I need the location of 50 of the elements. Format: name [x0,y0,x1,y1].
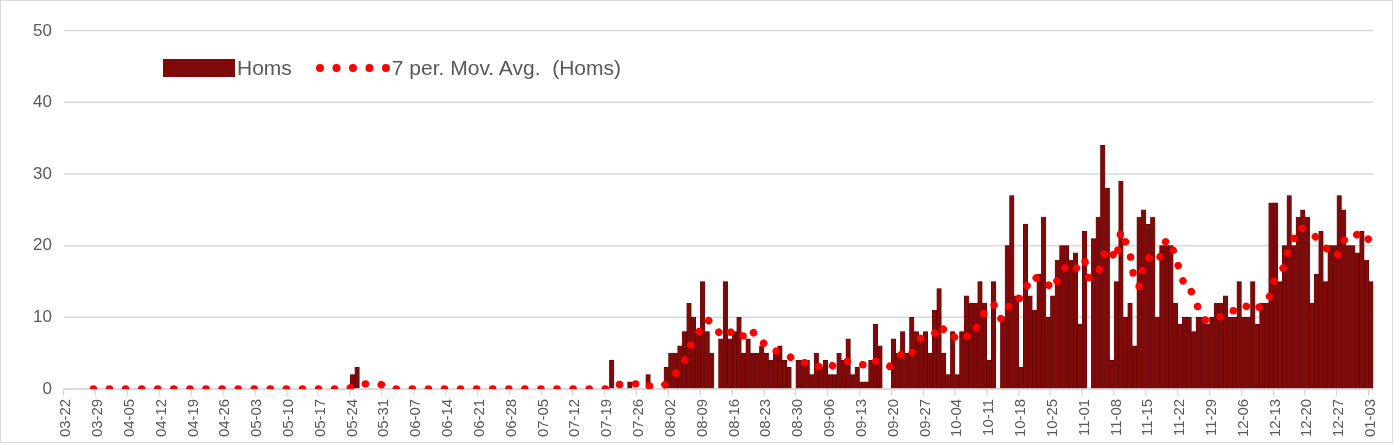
x-tick-label: 10-25 [1042,398,1060,437]
x-tick-label: 11-01 [1074,398,1092,436]
x-tick-label: 12-13 [1265,398,1283,437]
x-tick-label: 03-29 [88,398,106,437]
y-tick-label: 30 [32,163,52,183]
x-tick-label: 08-23 [756,398,774,437]
x-tick-label: 06-14 [438,398,456,437]
x-tick-label: 03-22 [56,398,74,437]
y-tick-label: 50 [32,20,52,40]
x-tick-label: 04-26 [215,398,233,437]
x-tick-label: 08-02 [660,398,678,437]
x-tick-label: 11-15 [1138,398,1156,436]
x-tick-label: 11-08 [1106,398,1124,436]
x-tick-label: 01-03 [1361,398,1379,437]
legend-label: Homs [237,56,292,80]
x-tick-label: 09-06 [820,398,838,437]
x-tick-label: 12-06 [1233,398,1251,437]
x-tick-label: 04-19 [183,398,201,437]
x-tick-label: 11-29 [1201,398,1220,436]
x-tick-label: 10-18 [1011,398,1029,437]
x-tick-label: 12-20 [1297,398,1315,437]
x-tick-label: 08-09 [692,398,710,437]
x-tick-label: 08-30 [788,398,806,437]
x-tick-label: 09-13 [851,398,869,437]
x-tick-label: 06-07 [406,398,424,437]
x-tick-label: 11-22 [1170,398,1188,436]
x-tick-label: 05-24 [342,398,360,437]
x-tick-label: 04-05 [119,398,137,437]
x-tick-label: 06-21 [469,398,487,437]
x-tick-label: 12-27 [1329,398,1347,437]
x-tick-label: 07-12 [565,398,583,437]
x-tick-label: 10-11 [979,398,997,436]
x-tick-label: 06-28 [501,398,519,437]
x-tick-label: 07-26 [629,398,647,437]
y-tick-label: 20 [32,235,52,255]
x-tick-label: 10-04 [947,398,965,437]
x-tick-label: 07-19 [597,398,615,437]
y-tick-label: 0 [42,378,52,398]
x-tick-label: 05-17 [310,398,328,437]
x-tick-label: 09-27 [915,398,933,437]
x-tick-label: 09-20 [883,398,901,437]
x-tick-label: 08-16 [724,398,742,437]
x-tick-label: 05-03 [247,398,265,437]
legend-label: 7 per. Mov. Avg. (Homs) [391,56,621,80]
y-tick-label: 10 [32,306,52,326]
x-tick-label: 05-31 [374,398,392,437]
x-tick-label: 04-12 [151,398,169,437]
x-tick-label: 05-10 [279,398,297,437]
x-tick-label: 07-05 [533,398,551,437]
y-tick-label: 40 [32,92,52,112]
